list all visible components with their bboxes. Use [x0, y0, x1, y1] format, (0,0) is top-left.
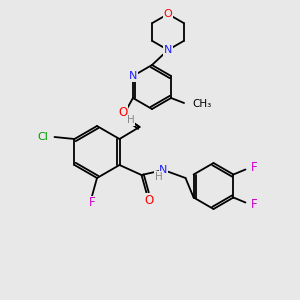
Text: F: F [250, 198, 257, 211]
Text: N: N [119, 111, 127, 121]
Text: H: H [127, 115, 135, 125]
Text: H: H [154, 172, 162, 182]
Text: O: O [164, 9, 172, 19]
Text: CH₃: CH₃ [192, 99, 211, 109]
Text: N: N [159, 165, 168, 175]
Text: F: F [89, 196, 95, 209]
Text: Cl: Cl [38, 132, 49, 142]
Text: O: O [144, 194, 153, 206]
Text: O: O [118, 106, 127, 118]
Text: N: N [129, 71, 137, 81]
Text: F: F [250, 161, 257, 174]
Text: N: N [164, 45, 172, 55]
